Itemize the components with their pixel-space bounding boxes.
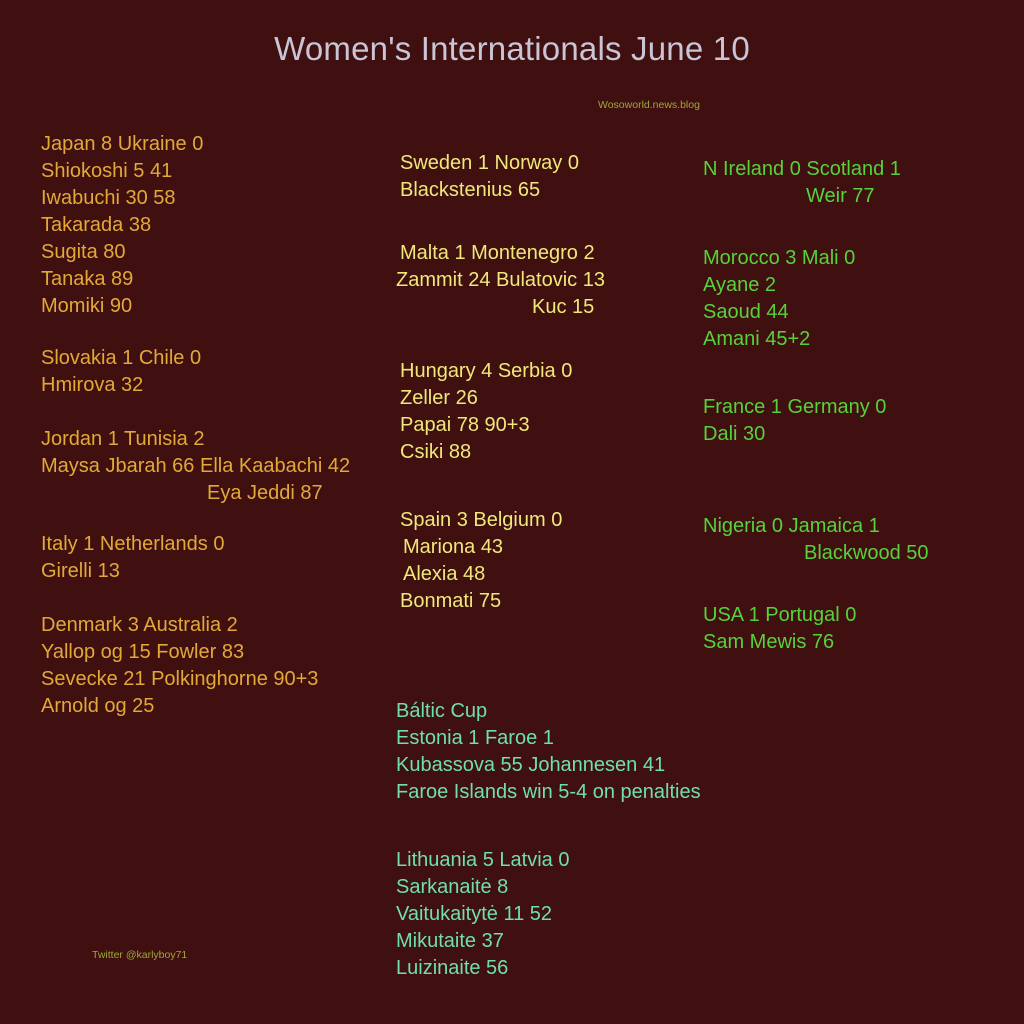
scorer-line: Tanaka 89 (41, 268, 134, 290)
match-block-nireland-scotland: N Ireland 0 Scotland 1 Weir 77 (703, 156, 901, 210)
scorer-line: Kubassova 55 Johannesen 41 (396, 754, 666, 776)
scorer-line: Alexia 48 (403, 563, 486, 585)
match-block-japan-ukraine: Japan 8 Ukraine 0 Shiokoshi 5 41 Iwabuch… (41, 131, 203, 320)
match-block-spain-belgium: Spain 3 Belgium 0 Mariona 43 Alexia 48 B… (396, 507, 562, 615)
match-headline: Estonia 1 Faroe 1 (396, 727, 554, 749)
match-block-italy-netherlands: Italy 1 Netherlands 0 Girelli 13 (41, 531, 224, 585)
match-block-nigeria-jamaica: Nigeria 0 Jamaica 1 Blackwood 50 (703, 513, 929, 567)
match-headline: Sweden 1 Norway 0 (400, 152, 579, 174)
scorer-line: Csiki 88 (400, 441, 472, 463)
scorer-line: Shiokoshi 5 41 (41, 160, 173, 182)
match-block-france-germany: France 1 Germany 0 Dali 30 (703, 394, 886, 448)
match-headline: Japan 8 Ukraine 0 (41, 133, 204, 155)
scorer-line: Mikutaite 37 (396, 930, 504, 952)
match-headline: Denmark 3 Australia 2 (41, 614, 238, 636)
scorer-line: Bonmati 75 (400, 590, 502, 612)
scorer-line: Sevecke 21 Polkinghorne 90+3 (41, 668, 319, 690)
scorer-line: Momiki 90 (41, 295, 133, 317)
scorer-line: Maysa Jbarah 66 Ella Kaabachi 42 (41, 455, 351, 477)
match-block-lithuania-latvia: Lithuania 5 Latvia 0 Sarkanaitė 8 Vaituk… (396, 847, 569, 982)
page-title: Women's Internationals June 10 (274, 30, 750, 67)
match-block-usa-portugal: USA 1 Portugal 0 Sam Mewis 76 (703, 602, 856, 656)
match-headline: Slovakia 1 Chile 0 (41, 347, 202, 369)
match-headline: Nigeria 0 Jamaica 1 (703, 515, 880, 537)
match-headline: Hungary 4 Serbia 0 (400, 360, 573, 382)
match-block-sweden-norway: Sweden 1 Norway 0 Blackstenius 65 (396, 150, 579, 204)
scorer-line: Blackstenius 65 (400, 179, 541, 201)
scorer-line: Hmirova 32 (41, 374, 144, 396)
match-headline: Jordan 1 Tunisia 2 (41, 428, 205, 450)
match-headline: Italy 1 Netherlands 0 (41, 533, 225, 555)
match-headline: France 1 Germany 0 (703, 396, 887, 418)
scorer-line: Luizinaite 56 (396, 957, 509, 979)
scorer-line: Zeller 26 (400, 387, 478, 409)
match-headline: USA 1 Portugal 0 (703, 604, 857, 626)
scorer-line: Sugita 80 (41, 241, 126, 263)
match-block-morocco-mali: Morocco 3 Mali 0 Ayane 2 Saoud 44 Amani … (703, 245, 855, 353)
match-headline: Lithuania 5 Latvia 0 (396, 849, 570, 871)
scorer-line: Papai 78 90+3 (400, 414, 530, 436)
tournament-block-baltic-cup: Báltic Cup Estonia 1 Faroe 1 Kubassova 5… (396, 698, 701, 806)
match-block-denmark-australia: Denmark 3 Australia 2 Yallop og 15 Fowle… (41, 612, 318, 720)
scorer-line: Weir 77 (806, 185, 875, 207)
scorer-line: Iwabuchi 30 58 (41, 187, 176, 209)
scorer-line: Vaitukaitytė 11 52 (396, 903, 553, 925)
scorer-line: Saoud 44 (703, 301, 789, 323)
watermark-twitter: Twitter @karlyboy71 (92, 949, 188, 961)
match-headline: Morocco 3 Mali 0 (703, 247, 856, 269)
scorer-line: Takarada 38 (41, 214, 152, 236)
match-block-malta-montenegro: Malta 1 Montenegro 2 Zammit 24 Bulatovic… (396, 240, 605, 321)
scorer-line: Yallop og 15 Fowler 83 (41, 641, 245, 663)
match-block-jordan-tunisia: Jordan 1 Tunisia 2 Maysa Jbarah 66 Ella … (41, 426, 350, 507)
scorer-line: Eya Jeddi 87 (207, 482, 323, 504)
match-block-slovakia-chile: Slovakia 1 Chile 0 Hmirova 32 (41, 345, 201, 399)
match-headline: Malta 1 Montenegro 2 (400, 242, 595, 264)
scorer-line: Sam Mewis 76 (703, 631, 835, 653)
match-headline: Spain 3 Belgium 0 (400, 509, 563, 531)
scorer-line: Amani 45+2 (703, 328, 811, 350)
scorer-line: Ayane 2 (703, 274, 777, 296)
scorer-line: Blackwood 50 (804, 542, 929, 564)
match-block-hungary-serbia: Hungary 4 Serbia 0 Zeller 26 Papai 78 90… (396, 358, 572, 466)
scorer-line: Zammit 24 Bulatovic 13 (396, 269, 605, 291)
penalty-result-line: Faroe Islands win 5-4 on penalties (396, 781, 701, 803)
scorer-line: Dali 30 (703, 423, 766, 445)
scorer-line: Girelli 13 (41, 560, 120, 582)
match-headline: N Ireland 0 Scotland 1 (703, 158, 901, 180)
watermark-site: Wosoworld.news.blog (598, 99, 700, 111)
scorer-line: Kuc 15 (532, 296, 595, 318)
scorer-line: Arnold og 25 (41, 695, 155, 717)
tournament-title: Báltic Cup (396, 700, 488, 722)
scorer-line: Mariona 43 (403, 536, 504, 558)
scorer-line: Sarkanaitė 8 (396, 876, 509, 898)
